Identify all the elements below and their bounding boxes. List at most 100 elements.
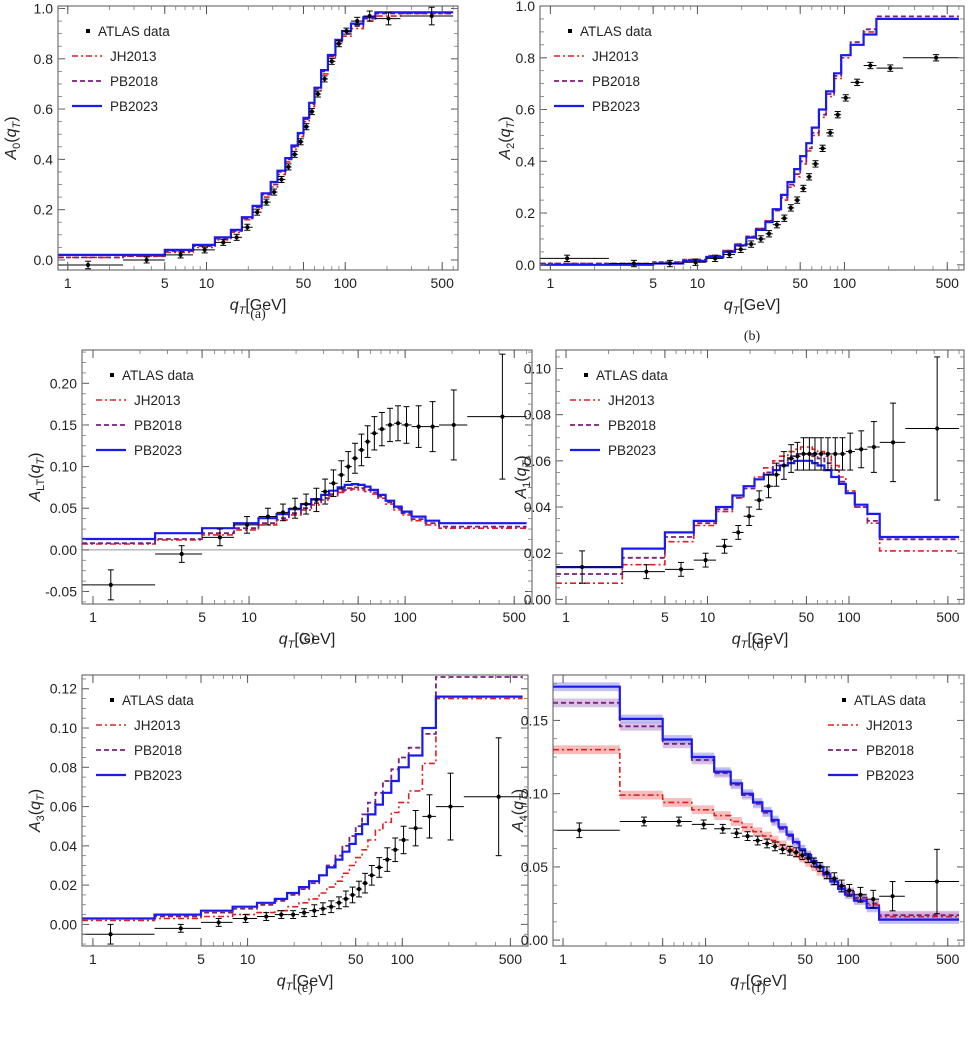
data-marker — [377, 865, 382, 870]
data-marker — [264, 200, 269, 205]
data-point — [155, 545, 203, 563]
data-marker — [667, 261, 673, 266]
data-marker — [286, 164, 291, 170]
data-point — [838, 437, 846, 471]
data-point — [653, 259, 684, 268]
data-marker — [427, 814, 432, 819]
plot-frame — [81, 349, 533, 605]
legend-marker-data — [842, 698, 846, 702]
y-axis-label-sub: 2 — [505, 143, 517, 149]
legend-label: ATLAS data — [98, 24, 170, 39]
y-tick-label: 0.6 — [34, 101, 54, 117]
data-point — [806, 173, 813, 181]
data-marker — [329, 59, 334, 64]
data-point — [411, 405, 426, 448]
x-tick-label: 500 — [936, 275, 960, 291]
legend-marker-data — [110, 698, 114, 702]
data-point — [734, 245, 747, 253]
data-point — [375, 11, 401, 26]
legend-label: PB2018 — [608, 418, 656, 433]
data-point — [662, 816, 692, 827]
data-point — [743, 506, 755, 526]
legend: ATLAS data JH2013 PB2018 PB2023 — [570, 368, 668, 458]
legend: ATLAS data JH2013 PB2018 PB2023 — [96, 693, 194, 783]
data-point — [854, 886, 867, 903]
data-point — [806, 437, 813, 471]
data-marker — [745, 834, 750, 839]
data-point — [435, 772, 464, 841]
legend-label: PB2018 — [592, 74, 640, 89]
data-point — [467, 353, 527, 480]
x-axis-label-unit: [GeV] — [294, 631, 335, 648]
data-point — [82, 923, 155, 945]
data-marker — [848, 449, 853, 454]
y-axis-label-sub: 4 — [518, 815, 530, 821]
data-point — [422, 794, 436, 839]
data-point — [830, 872, 839, 885]
data-marker — [840, 451, 845, 457]
data-point — [841, 94, 851, 102]
data-point — [154, 923, 202, 933]
data-marker — [738, 247, 743, 252]
data-point — [256, 912, 275, 921]
y-tick-label: 0.20 — [50, 375, 77, 391]
x-axis-label: qT[GeV] — [724, 297, 781, 317]
data-marker — [298, 139, 303, 144]
x-axis-label: qT[GeV] — [730, 973, 787, 993]
y-tick-label: 0.15 — [521, 712, 548, 728]
data-point — [755, 235, 766, 243]
legend: ATLAS data JH2013 PB2018 PB2023 — [828, 693, 926, 783]
y-axis-label-sub: 1 — [521, 482, 533, 488]
data-marker — [85, 262, 91, 268]
series-jh2013 — [540, 18, 959, 265]
data-point — [309, 904, 320, 918]
series-pb2023 — [556, 459, 960, 569]
data-point — [811, 160, 819, 168]
x-tick-label: 5 — [661, 609, 669, 625]
plot-frame — [555, 349, 965, 605]
data-point — [252, 208, 262, 216]
data-marker — [801, 451, 806, 457]
data-marker — [202, 247, 207, 252]
y-tick-label: 0.04 — [524, 499, 551, 515]
data-marker — [847, 888, 852, 893]
data-marker — [178, 926, 183, 931]
data-marker — [255, 210, 260, 215]
chart-panel-f: 0.000.050.100.151 5 10 50 100 500qT[GeV]A4(qT… — [510, 674, 965, 996]
data-marker — [343, 896, 348, 901]
x-axis-label-unit: [GeV] — [245, 297, 286, 314]
x-tick-label: 1 — [89, 951, 97, 967]
data-point — [792, 847, 800, 858]
y-tick-label: 0.10 — [521, 786, 548, 802]
x-axis-label-unit: [GeV] — [739, 297, 780, 314]
data-marker — [868, 63, 873, 68]
data-marker — [758, 236, 763, 242]
y-axis-label-arg: q — [497, 128, 514, 137]
data-point — [439, 389, 468, 461]
x-axis-label-unit: [GeV] — [747, 631, 788, 648]
data-point — [716, 538, 733, 554]
data-point — [258, 507, 277, 526]
data-marker — [781, 463, 787, 468]
data-point — [905, 356, 960, 501]
data-marker — [216, 920, 221, 925]
data-marker — [871, 444, 876, 450]
x-tick-label: 10 — [240, 951, 256, 967]
panel-caption: (e) — [297, 981, 313, 996]
x-tick-label: 5 — [161, 275, 169, 291]
data-point — [287, 910, 300, 920]
data-marker — [280, 510, 286, 515]
y-axis-label-symbol: A — [497, 149, 514, 161]
legend-marker-data — [568, 29, 572, 33]
x-tick-label: 10 — [241, 609, 257, 625]
x-axis-label-symbol: q — [279, 631, 288, 648]
uncertainty-band — [752, 827, 763, 837]
legend-label: JH2013 — [866, 718, 913, 733]
y-tick-label: 0.00 — [521, 932, 548, 948]
data-point — [285, 163, 292, 171]
data-point — [342, 27, 351, 35]
data-marker — [344, 29, 349, 34]
data-marker — [179, 551, 184, 557]
legend-marker-data — [86, 29, 90, 33]
data-marker — [329, 904, 334, 909]
